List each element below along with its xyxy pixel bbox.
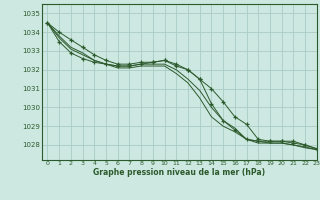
- X-axis label: Graphe pression niveau de la mer (hPa): Graphe pression niveau de la mer (hPa): [93, 168, 265, 177]
